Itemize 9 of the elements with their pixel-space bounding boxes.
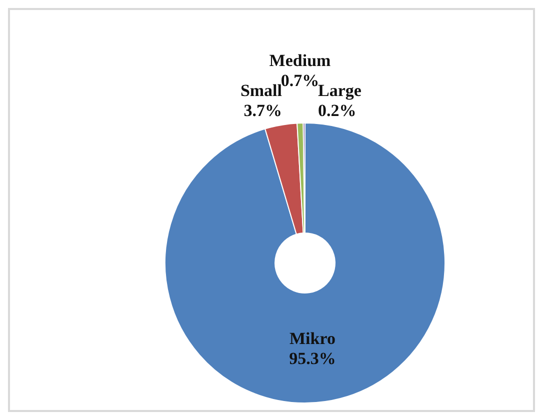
slice-label: Small	[240, 81, 282, 100]
data-label: 95.3%	[289, 348, 336, 368]
slice-label: Medium	[269, 51, 331, 70]
data-label: 0.7%	[280, 71, 320, 90]
data-label: 3.7%	[244, 101, 282, 120]
donut-slice	[164, 122, 446, 404]
slice-label: Large	[318, 81, 362, 100]
slice-label: Mikro	[290, 328, 336, 348]
data-label: 0.2%	[318, 101, 356, 120]
